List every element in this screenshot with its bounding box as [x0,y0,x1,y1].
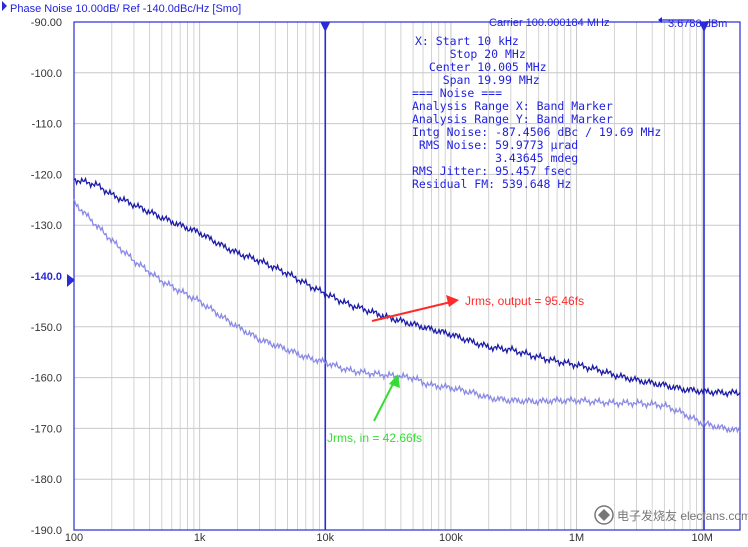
y-tick-label: -160.0 [31,373,62,385]
watermark: 电子发烧友 elecfans.com [594,505,748,525]
y-tick-label: -180.0 [31,474,62,486]
carrier-frequency: Carrier 100.000184 MHz [489,17,609,29]
output-arrow-icon [446,295,459,307]
readout-line: Span 19.99 MHz [415,73,540,87]
y-tick-label: -130.0 [31,220,62,232]
reference-level-arrow-icon [67,274,75,287]
readout-line: 3.43645 mdeg [412,151,578,165]
series-line [73,176,741,399]
x-tick-label: 1k [194,532,206,544]
band-marker-icon [320,22,331,32]
band-markers [320,22,709,530]
trace-indicator-icon [2,1,7,11]
x-tick-label: 1M [569,532,584,544]
readout-line: Analysis Range Y: Band Marker [412,112,613,126]
watermark-text: 电子发烧友 elecfans.com [617,508,748,523]
x-tick-label: 10k [316,532,334,544]
y-tick-label: -150.0 [31,322,62,334]
band-marker-icon [699,22,709,32]
input-jitter-label: Jrms, in = 42.66fs [327,431,422,445]
y-tick-label: -100.0 [31,68,62,80]
y-tick-label: -110.0 [32,119,62,131]
readout-line: Intg Noise: -87.4506 dBc / 19.69 MHz [412,125,661,139]
output-jitter-label: Jrms, output = 95.46fs [465,294,584,308]
y-tick-label: -120.0 [31,169,62,181]
x-tick-label: 10M [691,532,712,544]
input-arrow-icon [389,374,400,388]
chart-title: Phase Noise 10.00dB/ Ref -140.0dBc/Hz [S… [10,3,241,15]
series-group [73,176,741,434]
readout-line: X: Start 10 kHz [415,34,519,48]
output-annotation-line [371,300,456,322]
series-line [73,198,741,434]
watermark-logo-mark-icon [598,509,610,521]
y-tick-label: -190.0 [31,525,62,537]
y-tick-label: -170.0 [31,423,62,435]
y-tick-label: -140.0 [31,271,62,283]
watermark-logo-icon [594,505,614,525]
readout-line: Stop 20 MHz [415,47,526,61]
readout-line: === Noise === [412,86,502,100]
noise-readout: X: Start 10 kHz Stop 20 MHz Center 10.00… [412,34,661,191]
carrier-arrow-icon [658,17,662,23]
x-tick-label: 100 [65,532,83,544]
readout-line: Center 10.005 MHz [415,60,547,74]
readout-line: RMS Jitter: 95.457 fsec [412,164,571,178]
x-tick-label: 100k [439,532,463,544]
carrier-level: 3.6788 dBm [668,18,727,30]
readout-line: Analysis Range X: Band Marker [412,99,613,113]
y-axis-ticks: -90.00 -100.0 -110.0 -120.0 -130.0 -140.0 -150… [31,17,62,537]
readout-line: RMS Noise: 59.9773 µrad [412,138,578,152]
y-tick-label: -90.00 [31,17,62,29]
readout-line: Residual FM: 539.648 Hz [412,177,571,191]
plot-frame [73,21,741,531]
x-axis-ticks: 100 1k 10k 100k 1M 10M [65,532,713,544]
